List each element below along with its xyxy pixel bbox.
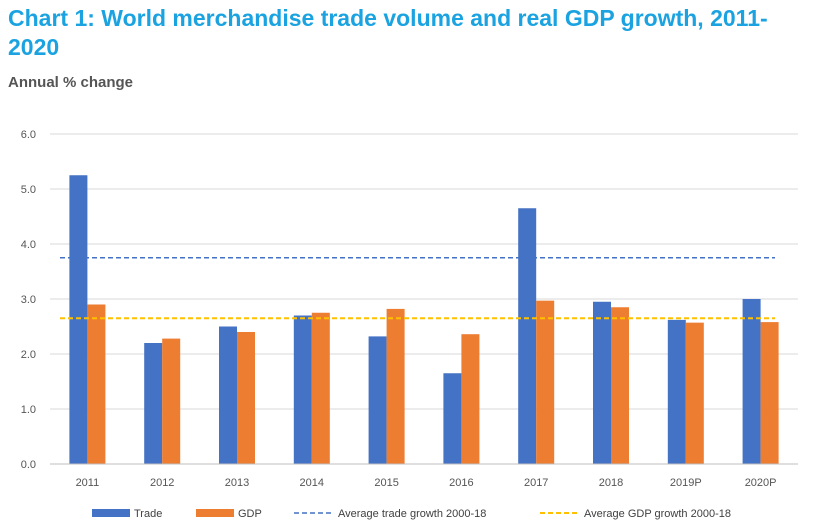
- legend-gdp-swatch: [196, 509, 234, 517]
- y-tick-label: 6.0: [21, 129, 36, 141]
- legend-avg-gdp-label: Average GDP growth 2000-18: [584, 508, 731, 520]
- x-tick-label: 2015: [374, 477, 398, 489]
- trade-bar-2015: [368, 336, 387, 464]
- trade-bar-2016: [443, 373, 462, 464]
- gdp-bar-2013: [237, 332, 255, 464]
- x-tick-label: 2020P: [745, 477, 777, 489]
- x-tick-label: 2016: [449, 477, 473, 489]
- x-tick-label: 2017: [524, 477, 548, 489]
- trade-bar-2017: [518, 208, 537, 464]
- gdp-bar-2011: [87, 304, 106, 464]
- trade-bar-2020P: [742, 299, 761, 464]
- y-tick-label: 2.0: [21, 349, 36, 361]
- gdp-bar-2012: [162, 338, 181, 464]
- x-tick-label: 2019P: [670, 477, 702, 489]
- x-tick-label: 2014: [300, 477, 324, 489]
- legend-gdp-label: GDP: [238, 508, 262, 520]
- trade-bar-2013: [219, 326, 237, 464]
- trade-bar-2018: [593, 301, 611, 464]
- y-tick-label: 4.0: [21, 239, 36, 251]
- legend-avg-trade-label: Average trade growth 2000-18: [338, 508, 486, 520]
- gdp-bar-2020P: [760, 322, 779, 464]
- y-axis-ticks: 0.0 1.0 2.0 3.0 4.0 5.0 6.0: [21, 129, 36, 471]
- legend-trade-swatch: [92, 509, 130, 517]
- y-tick-label: 0.0: [21, 459, 36, 471]
- reference-lines: [60, 257, 775, 320]
- chart-subtitle: Annual % change: [8, 74, 134, 91]
- gdp-bar-2018: [611, 307, 629, 464]
- gdp-bar-2016: [461, 334, 480, 464]
- trade-bar-2019P: [667, 319, 686, 464]
- x-axis-ticks: 2011 2012 2013 2014 2015 2016 2017 2018 2019P 202…: [76, 477, 777, 489]
- x-tick-label: 2011: [76, 477, 100, 489]
- trade-bar-2011: [69, 175, 88, 464]
- legend-trade-label: Trade: [134, 508, 162, 520]
- y-tick-label: 1.0: [21, 404, 36, 416]
- x-tick-label: 2018: [599, 477, 623, 489]
- trade-bar-2012: [144, 343, 163, 464]
- gdp-bar-2014: [311, 312, 330, 464]
- gdp-bar-2015: [386, 308, 405, 464]
- gdp-bar-2019P: [685, 322, 704, 464]
- gdp-bar-2017: [536, 300, 555, 464]
- chart-title: Chart 1: World merchandise trade volume …: [8, 5, 768, 60]
- y-tick-label: 3.0: [21, 294, 36, 306]
- y-tick-label: 5.0: [21, 184, 36, 196]
- x-tick-label: 2012: [150, 477, 174, 489]
- trade-bar-2014: [293, 315, 312, 464]
- x-tick-label: 2013: [225, 477, 249, 489]
- legend: Trade GDP Average trade growth 2000-18 Aver…: [92, 508, 731, 520]
- bars: [69, 175, 779, 464]
